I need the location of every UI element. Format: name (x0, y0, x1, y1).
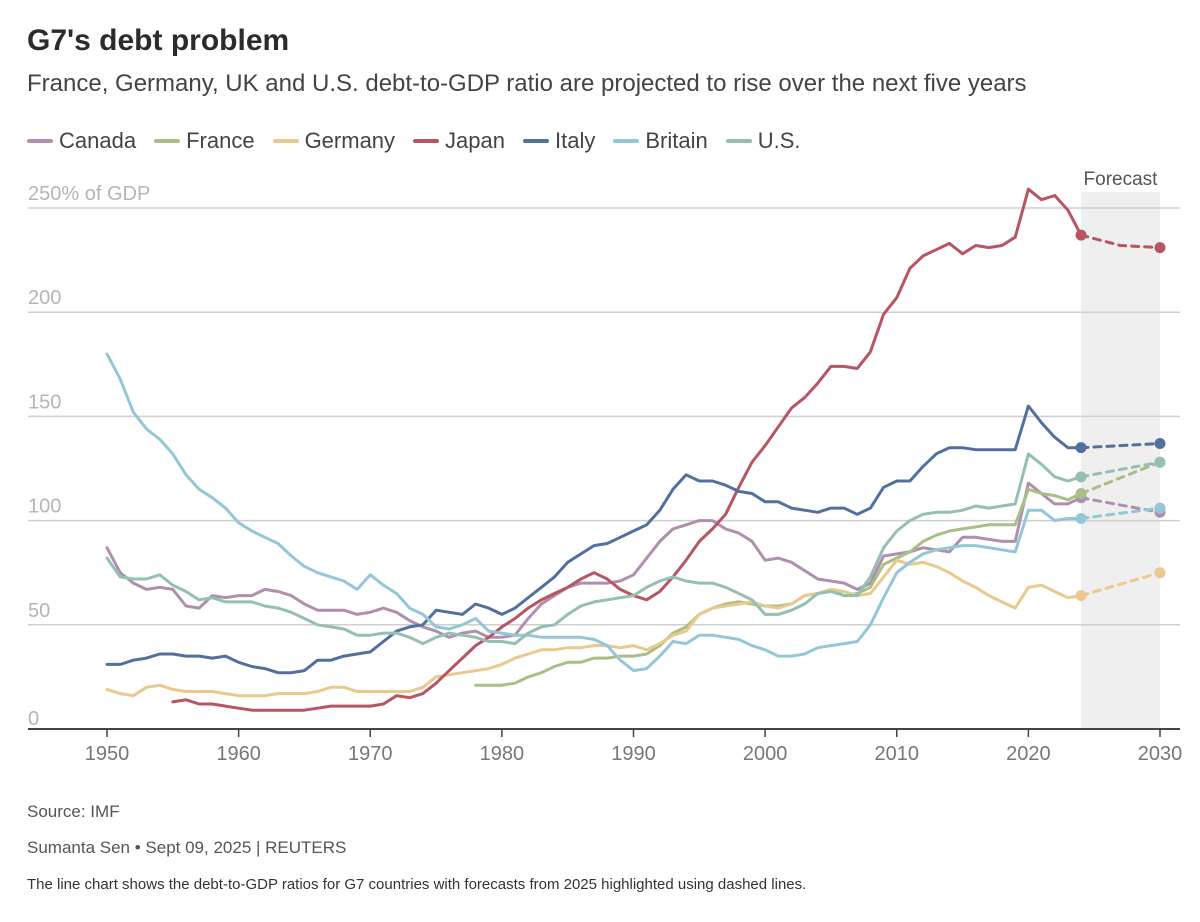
source-note: Source: IMF (27, 802, 120, 821)
legend-swatch (523, 139, 549, 143)
x-tick-label: 1950 (85, 743, 130, 765)
legend-label: U.S. (757, 128, 801, 153)
x-tick-label: 1960 (216, 743, 261, 765)
legend-item-us: U.S. (725, 128, 801, 154)
x-tick-label: 1990 (611, 743, 656, 765)
series-forecast-germany (1079, 571, 1162, 598)
legend-item-france: France (154, 128, 255, 154)
legend-item-canada: Canada (27, 128, 136, 154)
legend-label: Canada (59, 128, 137, 153)
series-line-britain (105, 352, 1083, 673)
series-marker-2030-britain (1154, 502, 1166, 514)
series-marker-2030-germany (1154, 567, 1166, 579)
legend-label: France (186, 128, 255, 153)
legend-swatch (154, 139, 181, 143)
y-tick-label: 250% of GDP (28, 183, 150, 205)
legend-label: Japan (445, 128, 505, 153)
chart-title: G7's debt problem (27, 24, 290, 57)
series-marker-2030-us (1154, 456, 1166, 468)
y-tick-label: 200 (28, 287, 61, 309)
series-line-japan (171, 187, 1083, 712)
byline: Sumanta Sen • Sept 09, 2025 | REUTERS (27, 838, 347, 857)
series-marker-2030-italy (1154, 437, 1166, 449)
series-line-germany (105, 558, 1083, 698)
legend: Canada France Germany Japan Italy Britain U.S. (27, 128, 819, 154)
series-marker-2024-japan (1075, 229, 1087, 241)
series-marker-2024-britain (1075, 513, 1087, 525)
forecast-band (1081, 192, 1160, 729)
series-marker-2024-italy (1075, 442, 1087, 454)
legend-swatch (27, 139, 53, 143)
legend-item-britain: Britain (613, 128, 708, 154)
line-chart: Forecast 250% of GDP 200 150 100 50 0 1950 1960 1… (28, 169, 1183, 765)
series-forecast-france (1079, 460, 1162, 495)
y-tick-label: 0 (28, 708, 39, 730)
legend-item-japan: Japan (413, 128, 505, 154)
legend-label: Britain (645, 128, 708, 153)
y-tick-label: 100 (28, 496, 61, 518)
x-tick-label: 2030 (1138, 743, 1183, 765)
legend-swatch (725, 139, 752, 143)
legend-swatch (413, 139, 440, 143)
series-forecast-us (1079, 460, 1162, 479)
legend-item-italy: Italy (523, 128, 595, 154)
series-forecast-britain (1079, 506, 1162, 520)
legend-label: Germany (304, 128, 396, 153)
series-marker-2024-us (1075, 471, 1087, 483)
series-line-canada (105, 481, 1083, 639)
series-marker-2030-japan (1154, 242, 1166, 254)
x-tick-label: 2000 (743, 743, 788, 765)
x-tick-label: 2010 (875, 743, 920, 765)
legend-swatch (272, 139, 299, 143)
x-tick-label: 1970 (348, 743, 393, 765)
y-tick-label: 150 (28, 391, 61, 413)
y-tick-label: 50 (28, 600, 50, 622)
series-forecast-japan (1079, 233, 1162, 250)
series-line-france (474, 487, 1083, 687)
legend-label: Italy (555, 128, 596, 153)
chart-subtitle: France, Germany, UK and U.S. debt-to-GDP… (27, 70, 1027, 97)
x-tick-label: 1980 (480, 743, 525, 765)
forecast-label: Forecast (1084, 169, 1159, 190)
series-line-us (105, 452, 1083, 646)
legend-swatch (613, 139, 640, 143)
series-forecast-italy (1079, 442, 1162, 450)
chart-description: The line chart shows the debt-to-GDP rat… (27, 876, 807, 893)
series-line-italy (105, 404, 1083, 675)
series-marker-2024-france (1075, 488, 1087, 500)
series-marker-2024-germany (1075, 590, 1087, 602)
legend-item-germany: Germany (272, 128, 396, 154)
x-tick-label: 2020 (1006, 743, 1051, 765)
